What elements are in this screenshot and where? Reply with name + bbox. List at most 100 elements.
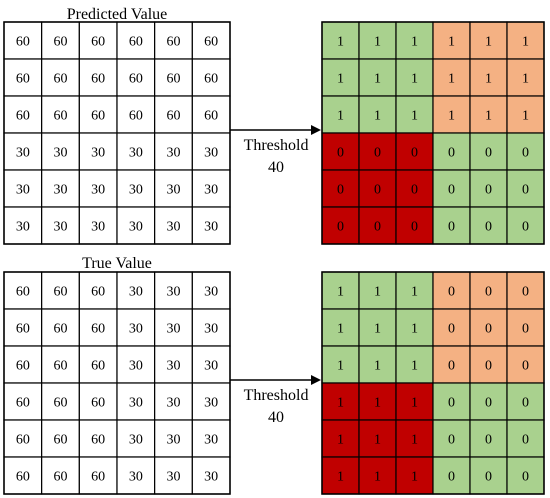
input-cell bbox=[116, 95, 156, 134]
input-cell-value: 60 bbox=[54, 470, 68, 485]
input-cell bbox=[116, 456, 156, 495]
output-cell-value: 0 bbox=[448, 359, 455, 374]
output-cell-value: 1 bbox=[374, 396, 381, 411]
output-cell-value: 1 bbox=[448, 35, 455, 50]
input-cell-value: 60 bbox=[54, 433, 68, 448]
input-grid: 60 60 60 30 30 30 60 60 60 30 30 30 60 60 60 30 30 30 60 60… bbox=[3, 271, 231, 495]
input-cell-value: 60 bbox=[204, 109, 218, 124]
output-grid-border bbox=[321, 21, 545, 245]
input-cell bbox=[154, 456, 193, 495]
input-cell-value: 30 bbox=[167, 433, 181, 448]
output-cell-value: 0 bbox=[485, 220, 492, 235]
output-cell bbox=[358, 345, 397, 384]
input-cell-value: 60 bbox=[91, 285, 105, 300]
output-cell bbox=[358, 132, 397, 171]
input-cell bbox=[191, 21, 231, 60]
input-cell-value: 30 bbox=[129, 470, 143, 485]
input-cell-value: 60 bbox=[16, 359, 30, 374]
input-cell-value: 30 bbox=[167, 359, 181, 374]
input-cell-value: 60 bbox=[91, 433, 105, 448]
output-grid-border bbox=[321, 271, 545, 495]
output-cell-value: 0 bbox=[522, 359, 529, 374]
output-cell-value: 1 bbox=[448, 72, 455, 87]
output-cell bbox=[506, 21, 545, 60]
input-cell-value: 30 bbox=[204, 285, 218, 300]
output-cell bbox=[321, 206, 360, 245]
arrow-head-icon bbox=[311, 375, 321, 385]
output-cell-value: 1 bbox=[337, 322, 344, 337]
output-cell-value: 1 bbox=[337, 396, 344, 411]
output-cell-value: 0 bbox=[374, 146, 381, 161]
output-cell bbox=[321, 132, 360, 171]
output-cell-value: 0 bbox=[522, 396, 529, 411]
output-cell bbox=[321, 271, 360, 310]
output-cell bbox=[469, 308, 508, 347]
input-cell-value: 60 bbox=[91, 396, 105, 411]
output-cell-value: 0 bbox=[522, 220, 529, 235]
output-cell bbox=[321, 95, 360, 134]
input-cell bbox=[191, 382, 231, 421]
input-cell bbox=[41, 21, 80, 60]
input-cell bbox=[154, 419, 193, 458]
input-cell bbox=[78, 419, 118, 458]
input-cell bbox=[116, 58, 156, 97]
output-cell-value: 1 bbox=[374, 359, 381, 374]
input-cell bbox=[41, 456, 80, 495]
input-cell bbox=[41, 95, 80, 134]
output-cell bbox=[469, 95, 508, 134]
output-cell-value: 1 bbox=[485, 109, 492, 124]
panel-title: True Value bbox=[82, 255, 152, 272]
output-cell-value: 0 bbox=[485, 359, 492, 374]
output-cell-value: 1 bbox=[337, 470, 344, 485]
input-cell-value: 30 bbox=[167, 470, 181, 485]
output-cell-value: 1 bbox=[411, 470, 418, 485]
input-cell bbox=[191, 206, 231, 245]
output-cell-value: 1 bbox=[411, 72, 418, 87]
input-cell bbox=[116, 345, 156, 384]
output-cell bbox=[432, 456, 471, 495]
input-cell-value: 60 bbox=[91, 35, 105, 50]
input-cell-value: 30 bbox=[54, 183, 68, 198]
output-cell-value: 0 bbox=[485, 396, 492, 411]
input-cell-value: 30 bbox=[204, 470, 218, 485]
output-cell-value: 0 bbox=[411, 183, 418, 198]
threshold-value: 40 bbox=[268, 409, 284, 426]
output-cell bbox=[395, 456, 434, 495]
output-cell bbox=[432, 58, 471, 97]
output-cell-value: 0 bbox=[337, 146, 344, 161]
input-cell-value: 60 bbox=[129, 35, 143, 50]
output-cell-value: 0 bbox=[522, 146, 529, 161]
input-cell-value: 60 bbox=[91, 109, 105, 124]
input-cell-value: 30 bbox=[204, 359, 218, 374]
output-cell bbox=[469, 382, 508, 421]
output-cell bbox=[469, 419, 508, 458]
output-cell bbox=[506, 271, 545, 310]
input-cell bbox=[78, 382, 118, 421]
output-cell-value: 0 bbox=[485, 146, 492, 161]
output-cell bbox=[395, 382, 434, 421]
input-cell-value: 30 bbox=[16, 183, 30, 198]
input-cell bbox=[3, 345, 43, 384]
output-cell-value: 0 bbox=[485, 285, 492, 300]
output-cell-value: 1 bbox=[374, 109, 381, 124]
output-cell bbox=[395, 308, 434, 347]
input-cell-value: 60 bbox=[91, 470, 105, 485]
input-cell-value: 30 bbox=[16, 146, 30, 161]
input-cell-value: 60 bbox=[167, 72, 181, 87]
output-cell-value: 0 bbox=[448, 285, 455, 300]
input-cell bbox=[191, 271, 231, 310]
output-cell-value: 1 bbox=[337, 109, 344, 124]
input-cell bbox=[3, 132, 43, 171]
input-cell bbox=[116, 132, 156, 171]
input-cell-value: 60 bbox=[54, 322, 68, 337]
output-cell-value: 0 bbox=[448, 396, 455, 411]
input-cell-value: 60 bbox=[16, 109, 30, 124]
input-cell bbox=[78, 169, 118, 208]
input-cell-value: 60 bbox=[91, 72, 105, 87]
output-grid: 1 1 1 1 1 1 1 1 1 1 1 1 1 1 1 1 1 1 0 0 0 0 0 0 0 0 0 0 0 0 0 0 0 0 0 0 bbox=[321, 21, 545, 245]
input-cell bbox=[41, 132, 80, 171]
output-cell-value: 1 bbox=[337, 433, 344, 448]
input-cell bbox=[191, 58, 231, 97]
input-cell-value: 60 bbox=[204, 35, 218, 50]
